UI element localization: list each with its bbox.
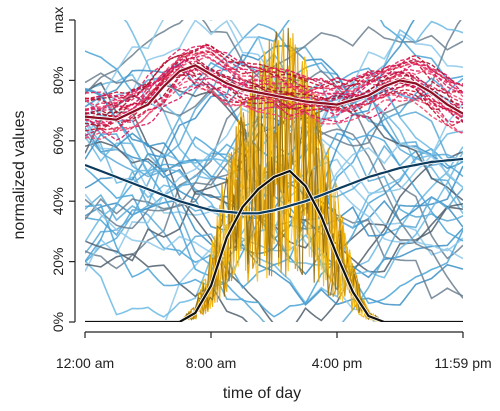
red-series-line [85, 79, 463, 140]
red-series-line [85, 44, 463, 103]
red-series-line [85, 54, 463, 110]
yellow-series-line [85, 39, 463, 322]
blue-series-line [85, 20, 463, 252]
blue-series-line [85, 109, 463, 299]
red-series-line [85, 52, 463, 110]
axes: 0% 20% 40% 60% 80% max 12:00 am 8:00 am 4:00 pm 1… [50, 7, 492, 371]
red-series-line [85, 67, 463, 125]
red-series-line [85, 48, 463, 112]
y-tick-label: 20% [50, 248, 66, 276]
x-axis-title: time of day [223, 385, 301, 402]
y-axis-title: normalized values [11, 111, 28, 240]
y-tick-label: 40% [50, 187, 66, 215]
yellow-series-line [85, 51, 463, 322]
blue-series-line [85, 99, 463, 322]
red-series-line [85, 65, 463, 126]
plot-area [85, 20, 463, 322]
yellow-series-line [85, 27, 463, 322]
x-tick-label: 11:59 pm [434, 355, 491, 371]
blue-series-line [85, 253, 275, 322]
x-tick-label: 12:00 am [56, 355, 114, 371]
mean-curves [85, 63, 463, 322]
yellow-series-line [85, 37, 463, 322]
y-tick-label: max [50, 7, 66, 33]
blue-series-line [85, 199, 463, 306]
red-series-line [85, 51, 463, 107]
y-tick-label: 60% [50, 127, 66, 155]
yellow-series-line [85, 47, 463, 322]
red-series-line [85, 54, 463, 115]
blue-series-line [85, 77, 463, 290]
yellow-mean-curve [85, 169, 463, 322]
y-tick-label: 0% [50, 312, 66, 332]
x-tick-label: 4:00 pm [312, 355, 363, 371]
blue-series-line [85, 23, 463, 254]
red-series-line [85, 85, 463, 140]
red-mean-curve [85, 64, 463, 121]
blue-mean-curve [85, 157, 463, 215]
y-tick-label: 80% [50, 66, 66, 94]
yellow-series-line [85, 29, 463, 322]
x-tick-label: 8:00 am [186, 355, 237, 371]
blue-series-line [85, 20, 415, 255]
yellow-series-line [85, 31, 463, 322]
red-series-line [85, 65, 463, 125]
blue-series-line [85, 130, 463, 253]
red-series-line [85, 83, 463, 141]
